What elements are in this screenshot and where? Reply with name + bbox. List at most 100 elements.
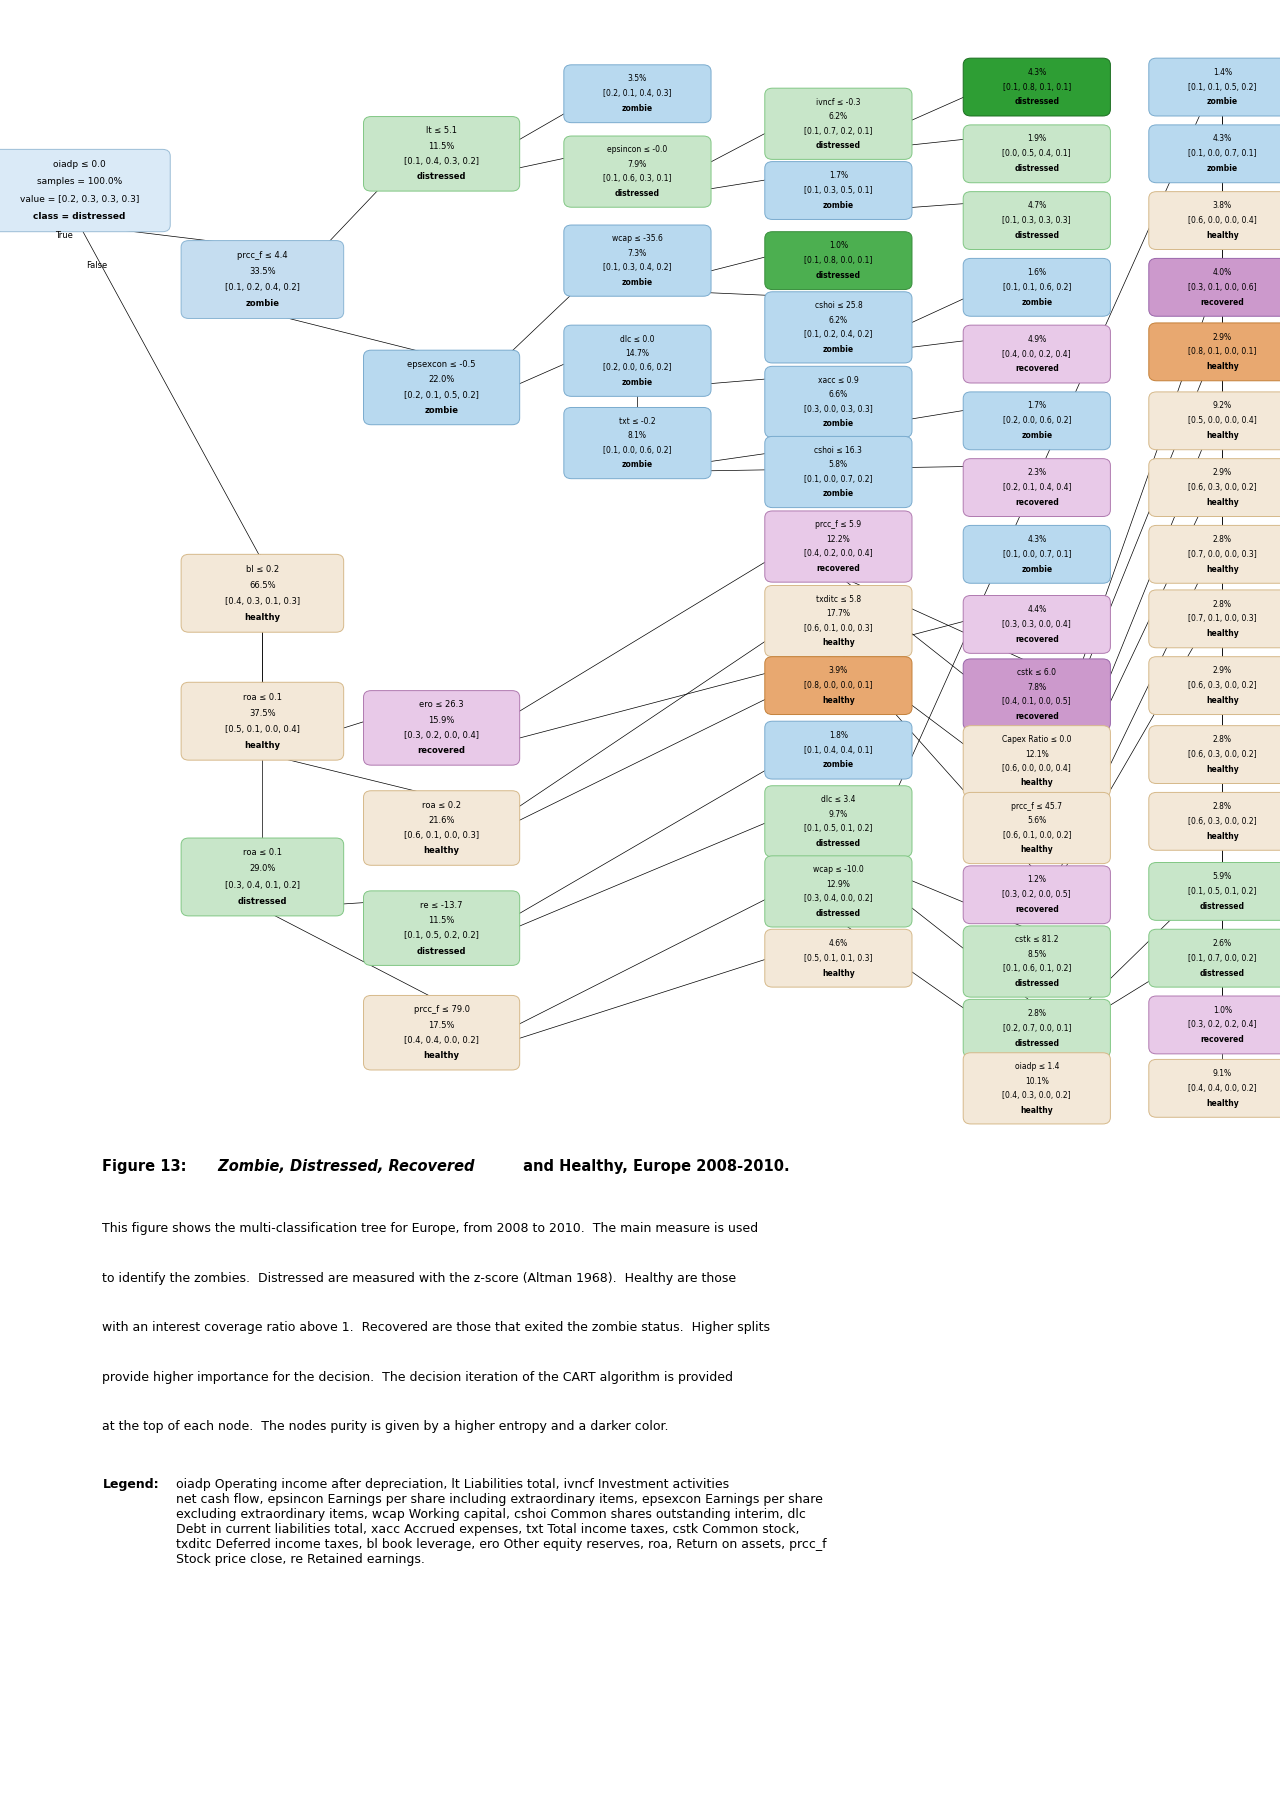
Text: [0.4, 0.1, 0.0, 0.5]: [0.4, 0.1, 0.0, 0.5] [1002,696,1071,706]
Text: healthy: healthy [1206,696,1239,706]
FancyBboxPatch shape [964,192,1111,250]
Text: 5.6%: 5.6% [1027,816,1047,825]
Text: This figure shows the multi-classification tree for Europe, from 2008 to 2010.  : This figure shows the multi-classificati… [102,1223,759,1236]
Text: [0.3, 0.3, 0.0, 0.4]: [0.3, 0.3, 0.0, 0.4] [1002,620,1071,630]
Text: 2.9%: 2.9% [1213,469,1231,478]
Text: 3.8%: 3.8% [1213,201,1231,210]
Text: 1.4%: 1.4% [1213,67,1231,76]
Text: 10.1%: 10.1% [1025,1076,1048,1085]
Text: healthy: healthy [1206,765,1239,774]
FancyBboxPatch shape [1149,393,1280,450]
FancyBboxPatch shape [564,407,712,479]
Text: [0.1, 0.7, 0.2, 0.1]: [0.1, 0.7, 0.2, 0.1] [804,127,873,136]
Text: 1.2%: 1.2% [1028,876,1046,885]
Text: [0.6, 0.3, 0.0, 0.2]: [0.6, 0.3, 0.0, 0.2] [1188,483,1257,492]
Text: 14.7%: 14.7% [626,349,649,358]
Text: 8.1%: 8.1% [628,431,646,440]
Text: zombie: zombie [622,279,653,288]
Text: [0.1, 0.3, 0.4, 0.2]: [0.1, 0.3, 0.4, 0.2] [603,264,672,273]
Text: 4.3%: 4.3% [1027,535,1047,545]
Text: distressed: distressed [417,946,466,955]
Text: Legend:: Legend: [102,1478,159,1491]
Text: zombie: zombie [823,760,854,769]
Text: distressed: distressed [1014,98,1060,107]
Text: distressed: distressed [1199,968,1245,977]
Text: Zombie, Distressed, Recovered: Zombie, Distressed, Recovered [212,1160,475,1174]
Text: 66.5%: 66.5% [250,581,275,590]
Text: 3.9%: 3.9% [828,666,849,675]
Text: [0.2, 0.1, 0.4, 0.4]: [0.2, 0.1, 0.4, 0.4] [1002,483,1071,492]
FancyBboxPatch shape [1149,192,1280,250]
Text: zombie: zombie [823,488,854,497]
Text: 1.7%: 1.7% [829,172,847,181]
Text: 9.1%: 9.1% [1213,1069,1231,1078]
Text: 1.6%: 1.6% [1028,268,1046,277]
Text: at the top of each node.  The nodes purity is given by a higher entropy and a da: at the top of each node. The nodes purit… [102,1420,669,1433]
FancyBboxPatch shape [964,658,1111,731]
Text: roa ≤ 0.1: roa ≤ 0.1 [243,848,282,857]
Text: healthy: healthy [1206,362,1239,371]
Text: distressed: distressed [815,141,861,150]
Text: 7.9%: 7.9% [627,159,648,168]
Text: [0.1, 0.3, 0.3, 0.3]: [0.1, 0.3, 0.3, 0.3] [1002,215,1071,224]
Text: [0.1, 0.3, 0.5, 0.1]: [0.1, 0.3, 0.5, 0.1] [804,186,873,195]
Text: zombie: zombie [1207,165,1238,174]
FancyBboxPatch shape [964,792,1111,863]
Text: 22.0%: 22.0% [429,374,454,384]
Text: 4.9%: 4.9% [1027,335,1047,344]
Text: with an interest coverage ratio above 1.  Recovered are those that exited the zo: with an interest coverage ratio above 1.… [102,1321,771,1335]
FancyBboxPatch shape [964,326,1111,384]
Text: 2.8%: 2.8% [1213,801,1231,810]
Text: cstk ≤ 81.2: cstk ≤ 81.2 [1015,935,1059,944]
Text: healthy: healthy [1206,232,1239,241]
FancyBboxPatch shape [564,326,712,396]
Text: value = [0.2, 0.3, 0.3, 0.3]: value = [0.2, 0.3, 0.3, 0.3] [19,195,140,204]
Text: zombie: zombie [823,201,854,210]
Text: [0.1, 0.0, 0.7, 0.2]: [0.1, 0.0, 0.7, 0.2] [804,474,873,483]
Text: zombie: zombie [622,378,653,387]
Text: distressed: distressed [815,271,861,280]
Text: healthy: healthy [1206,431,1239,440]
FancyBboxPatch shape [765,365,911,438]
Text: [0.1, 0.6, 0.1, 0.2]: [0.1, 0.6, 0.1, 0.2] [1002,964,1071,973]
Text: 1.0%: 1.0% [1213,1006,1231,1015]
Text: lt ≤ 5.1: lt ≤ 5.1 [426,127,457,136]
FancyBboxPatch shape [765,785,911,857]
Text: wcap ≤ -35.6: wcap ≤ -35.6 [612,235,663,244]
FancyBboxPatch shape [765,722,911,780]
Text: 9.2%: 9.2% [1213,402,1231,411]
Text: 4.6%: 4.6% [828,939,849,948]
Text: [0.3, 0.4, 0.0, 0.2]: [0.3, 0.4, 0.0, 0.2] [804,894,873,903]
FancyBboxPatch shape [564,65,712,123]
Text: and Healthy, Europe 2008-2010.: and Healthy, Europe 2008-2010. [518,1160,790,1174]
Text: [0.2, 0.1, 0.4, 0.3]: [0.2, 0.1, 0.4, 0.3] [603,89,672,98]
FancyBboxPatch shape [564,136,712,208]
FancyBboxPatch shape [364,116,520,192]
Text: wcap ≤ -10.0: wcap ≤ -10.0 [813,865,864,874]
Text: Figure 13:: Figure 13: [102,1160,187,1174]
Text: recovered: recovered [1201,298,1244,308]
Text: 12.1%: 12.1% [1025,749,1048,758]
Text: [0.4, 0.3, 0.0, 0.2]: [0.4, 0.3, 0.0, 0.2] [1002,1091,1071,1100]
Text: 2.8%: 2.8% [1213,734,1231,743]
Text: [0.1, 0.4, 0.4, 0.1]: [0.1, 0.4, 0.4, 0.1] [804,745,873,754]
Text: 9.7%: 9.7% [828,810,849,819]
FancyBboxPatch shape [964,125,1111,183]
Text: 21.6%: 21.6% [429,816,454,825]
Text: [0.4, 0.3, 0.1, 0.3]: [0.4, 0.3, 0.1, 0.3] [225,597,300,606]
Text: [0.6, 0.3, 0.0, 0.2]: [0.6, 0.3, 0.0, 0.2] [1188,751,1257,760]
Text: [0.3, 0.0, 0.3, 0.3]: [0.3, 0.0, 0.3, 0.3] [804,405,873,414]
Text: 6.6%: 6.6% [828,391,849,400]
FancyBboxPatch shape [964,525,1111,582]
FancyBboxPatch shape [1149,459,1280,517]
FancyBboxPatch shape [1149,58,1280,116]
FancyBboxPatch shape [765,232,911,289]
Text: prcc_f ≤ 5.9: prcc_f ≤ 5.9 [815,521,861,530]
Text: [0.1, 0.0, 0.7, 0.1]: [0.1, 0.0, 0.7, 0.1] [1188,150,1257,159]
FancyBboxPatch shape [564,224,712,297]
Text: zombie: zombie [1021,564,1052,573]
Text: healthy: healthy [822,639,855,648]
Text: epsexcon ≤ -0.5: epsexcon ≤ -0.5 [407,360,476,369]
Text: 5.8%: 5.8% [829,459,847,469]
FancyBboxPatch shape [182,554,343,631]
